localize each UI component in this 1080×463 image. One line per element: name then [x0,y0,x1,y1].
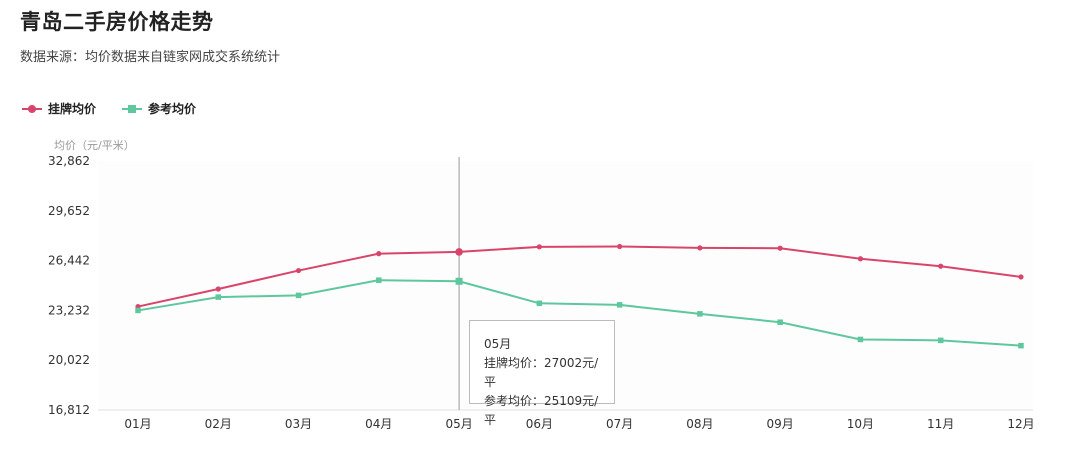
data-point [215,294,222,300]
y-tick-label: 20,022 [48,353,90,367]
x-tick-label: 03月 [285,417,312,431]
data-point [1018,342,1024,349]
data-point [857,256,864,262]
legend-label: 参考均价 [148,102,197,116]
y-tick-label: 29,652 [48,204,90,218]
tooltip: 05月 挂牌均价：27002元/平 参考均价：25109元/平 [469,320,615,427]
data-point [857,336,864,343]
data-point [938,263,944,269]
data-point [135,307,141,314]
x-tick-label: 04月 [365,417,392,431]
data-point [777,245,783,251]
y-axis-label: 均价（元/平米） [54,139,135,152]
x-tick-label: 08月 [686,417,713,431]
data-point [536,300,543,307]
tooltip-listing-price: 挂牌均价：27002元/平 [484,356,599,389]
chart-title: 青岛二手房价格走势 [20,10,214,34]
data-point [777,319,783,325]
y-tick-label: 32,862 [48,154,90,168]
x-tick-label: 02月 [205,417,232,431]
series-line-reference-price [137,279,1022,347]
data-point [295,292,302,299]
data-point [697,311,703,317]
data-point [215,286,221,292]
x-tick-label: 06月 [526,417,553,431]
x-tick-label: 10月 [847,417,874,431]
y-tick-label: 23,232 [48,303,90,317]
x-tick-label: 07月 [606,417,633,431]
chart-subtitle: 数据来源：均价数据来自链家网成交系统统计 [20,50,281,65]
tooltip-month: 05月 [484,337,512,351]
y-tick-label: 16,812 [48,403,90,417]
legend-label: 挂牌均价 [48,102,97,116]
data-point [376,251,382,257]
data-point [1018,274,1024,280]
legend-item-listing-price[interactable]: 挂牌均价 [22,100,96,117]
y-tick-label: 26,442 [48,254,90,268]
data-point [536,244,542,250]
legend-swatch-circle-icon [22,103,42,115]
series-line-listing-price [137,245,1022,308]
data-point [937,337,944,344]
legend-swatch-square-icon [122,103,143,115]
data-point [697,245,703,251]
legend-item-reference-price[interactable]: 参考均价 [122,100,196,117]
data-point [455,248,463,256]
data-point [455,277,463,285]
x-tick-label: 12月 [1007,417,1034,431]
data-point [616,302,623,308]
data-point [295,267,302,274]
x-tick-label: 05月 [445,417,472,431]
data-point [617,243,623,250]
legend: 挂牌均价 参考均价 [22,100,196,117]
x-tick-label: 11月 [927,417,954,431]
x-tick-label: 01月 [124,417,151,431]
tooltip-reference-price: 参考均价：25109元/平 [484,394,599,427]
data-point [376,277,382,283]
x-tick-label: 09月 [767,417,794,431]
